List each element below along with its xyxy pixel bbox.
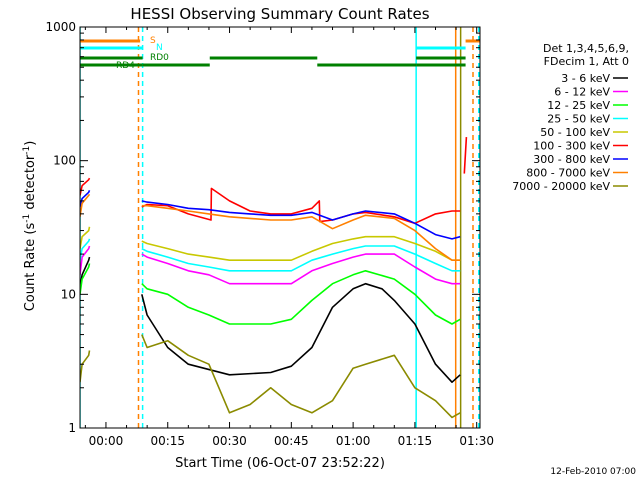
legend-header: FDecim 1, Att 0	[544, 55, 629, 68]
legend-label: 100 - 300 keV	[533, 140, 610, 153]
x-tick-label: 01:30	[459, 434, 494, 448]
series-line	[80, 335, 466, 418]
plot-inner	[80, 27, 480, 428]
legend-label: 50 - 100 keV	[540, 126, 610, 139]
y-axis-label: Count Rate (s-1 detector-1)	[22, 141, 38, 312]
state-bar-label: RD0	[150, 53, 169, 63]
y-tick-label: 100	[53, 154, 76, 168]
legend-label: 300 - 800 keV	[533, 153, 610, 166]
plot-frame	[79, 26, 481, 429]
legend-label: 25 - 50 keV	[547, 113, 610, 126]
legend-label: 6 - 12 keV	[554, 86, 610, 99]
legend-label: 12 - 25 keV	[547, 99, 610, 112]
legend-label: 3 - 6 keV	[561, 72, 610, 85]
chart-title: HESSI Observing Summary Count Rates	[130, 5, 429, 23]
state-bar-label: S	[150, 36, 156, 46]
x-tick-label: 01:00	[336, 434, 371, 448]
y-tick-label: 1000	[45, 20, 76, 34]
x-tick-label: 01:15	[398, 434, 433, 448]
legend-header: Det 1,3,4,5,6,9,	[543, 42, 629, 55]
x-tick-label: 00:30	[212, 434, 247, 448]
legend-label: 7000 - 20000 keV	[512, 180, 610, 193]
timestamp-label: 12-Feb-2010 07:00	[550, 467, 636, 477]
state-bar-label: N	[156, 43, 163, 53]
legend: Det 1,3,4,5,6,9,FDecim 1, Att 0 3 - 6 keV…	[512, 42, 629, 193]
x-tick-label: 00:45	[274, 434, 309, 448]
axes: 00:00 00:15 00:30 00:45 01:00 01:15 01:30 1 10 10…	[45, 20, 494, 448]
series-line	[80, 190, 466, 239]
x-tick-label: 00:15	[150, 434, 185, 448]
x-tick-label: 00:00	[89, 434, 124, 448]
y-tick-label: 10	[61, 287, 76, 301]
state-bar-label: RD4	[116, 61, 135, 71]
legend-label: 800 - 7000 keV	[526, 167, 610, 180]
x-axis-label: Start Time (06-Oct-07 23:52:22)	[175, 456, 385, 471]
y-tick-label: 1	[68, 421, 76, 435]
